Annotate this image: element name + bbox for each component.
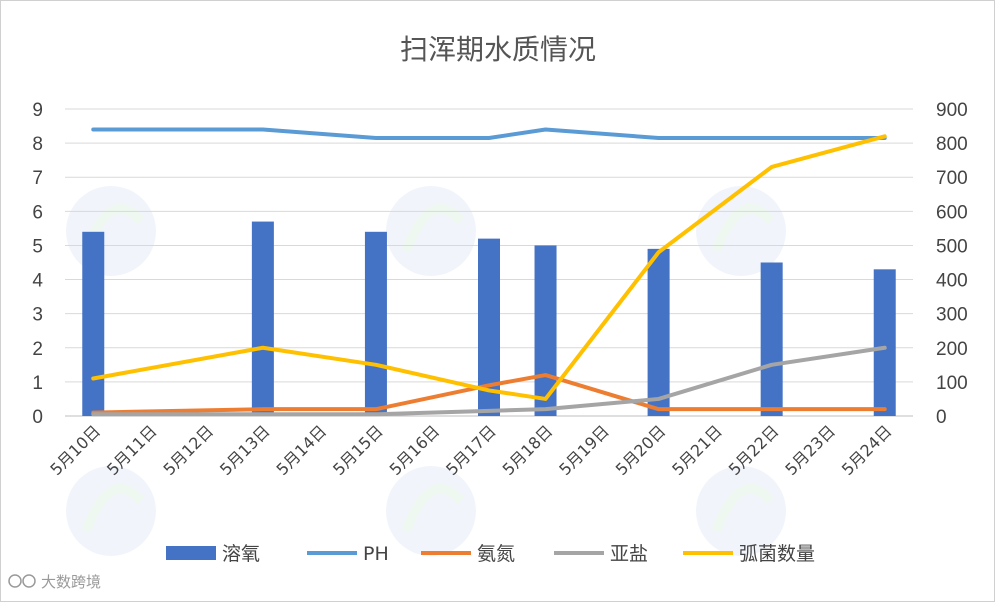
right-tick-label: 900 xyxy=(936,100,968,121)
x-tick-label: 5月14日 xyxy=(273,421,331,479)
bar-dissolved-oxygen xyxy=(82,231,105,416)
bar-dissolved-oxygen xyxy=(364,231,387,416)
left-tick-label: 0 xyxy=(32,407,43,428)
right-tick-label: 0 xyxy=(936,407,947,428)
legend: 溶氧 PH 氨氮 亚盐 弧菌数量 xyxy=(166,543,815,565)
legend-item: 弧菌数量 xyxy=(683,543,815,565)
x-tick-label: 5月13日 xyxy=(216,421,274,479)
watermark-logo-icon xyxy=(8,574,22,588)
legend-swatch xyxy=(166,546,216,560)
bar-dissolved-oxygen xyxy=(251,221,274,416)
line-vibrio xyxy=(91,134,887,401)
x-tick-label: 5月12日 xyxy=(159,421,217,479)
legend-label: PH xyxy=(363,543,389,565)
watermark-logo-icon-2 xyxy=(22,574,36,588)
legend-item: PH xyxy=(307,543,389,565)
right-tick-label: 500 xyxy=(936,236,968,257)
x-axis-ticks: 5月10日5月11日5月12日5月13日5月14日5月15日5月16日5月17日… xyxy=(46,421,895,479)
line-ph xyxy=(91,127,887,140)
x-tick-label: 5月19日 xyxy=(555,421,613,479)
right-tick-label: 400 xyxy=(936,271,968,292)
left-tick-label: 3 xyxy=(32,305,43,326)
bar-dissolved-oxygen xyxy=(647,248,670,416)
left-tick-label: 7 xyxy=(32,168,43,189)
left-tick-label: 4 xyxy=(32,271,43,292)
legend-label: 氨氮 xyxy=(477,543,515,565)
x-tick-label: 5月20日 xyxy=(612,421,670,479)
x-tick-label: 5月17日 xyxy=(442,421,500,479)
right-axis-ticks: 0 100 200 300 400 500 600 700 800 900 xyxy=(936,100,968,428)
bottom-watermark: 大数跨境 xyxy=(8,573,101,591)
watermark-text: 大数跨境 xyxy=(41,573,101,591)
line-nitrite xyxy=(91,345,887,417)
right-tick-label: 600 xyxy=(936,202,968,223)
x-tick-label: 5月18日 xyxy=(499,421,557,479)
legend-item: 溶氧 xyxy=(166,543,260,565)
legend-item: 亚盐 xyxy=(554,543,648,565)
left-tick-label: 6 xyxy=(32,202,43,223)
x-tick-label: 5月15日 xyxy=(329,421,387,479)
haid-logo-watermark xyxy=(66,466,156,556)
haid-logo-watermark xyxy=(386,466,476,556)
right-tick-label: 700 xyxy=(936,168,968,189)
bar-dissolved-oxygen xyxy=(534,245,557,416)
x-tick-label: 5月11日 xyxy=(103,421,161,479)
left-axis-ticks: 0 1 2 3 4 5 6 7 8 9 xyxy=(32,100,43,428)
x-tick-label: 5月24日 xyxy=(838,421,896,479)
series-lines xyxy=(91,127,887,417)
bar-dissolved-oxygen xyxy=(478,238,500,416)
haid-watermark-layer xyxy=(66,186,786,556)
bar-dissolved-oxygen xyxy=(873,269,896,416)
left-tick-label: 5 xyxy=(32,236,43,257)
line-ammonia xyxy=(91,373,887,415)
right-tick-label: 300 xyxy=(936,305,968,326)
right-tick-label: 100 xyxy=(936,373,968,394)
bar-dissolved-oxygen xyxy=(760,262,783,416)
left-tick-label: 8 xyxy=(32,134,43,155)
legend-label: 溶氧 xyxy=(222,543,260,565)
right-tick-label: 800 xyxy=(936,134,968,155)
left-tick-label: 2 xyxy=(32,339,43,360)
bars-dissolved-oxygen xyxy=(82,221,896,416)
chart-title: 扫浑期水质情况 xyxy=(400,33,596,66)
left-tick-label: 1 xyxy=(32,373,43,394)
right-tick-label: 200 xyxy=(936,339,968,360)
left-tick-label: 9 xyxy=(32,100,43,121)
haid-logo-watermark xyxy=(386,186,476,276)
haid-logo-watermark xyxy=(66,186,156,276)
x-tick-label: 5月21日 xyxy=(668,421,726,479)
legend-item: 氨氮 xyxy=(421,543,515,565)
haid-logo-watermark xyxy=(696,466,786,556)
legend-label: 弧菌数量 xyxy=(739,543,815,565)
x-tick-label: 5月23日 xyxy=(781,421,839,479)
legend-label: 亚盐 xyxy=(610,543,648,565)
